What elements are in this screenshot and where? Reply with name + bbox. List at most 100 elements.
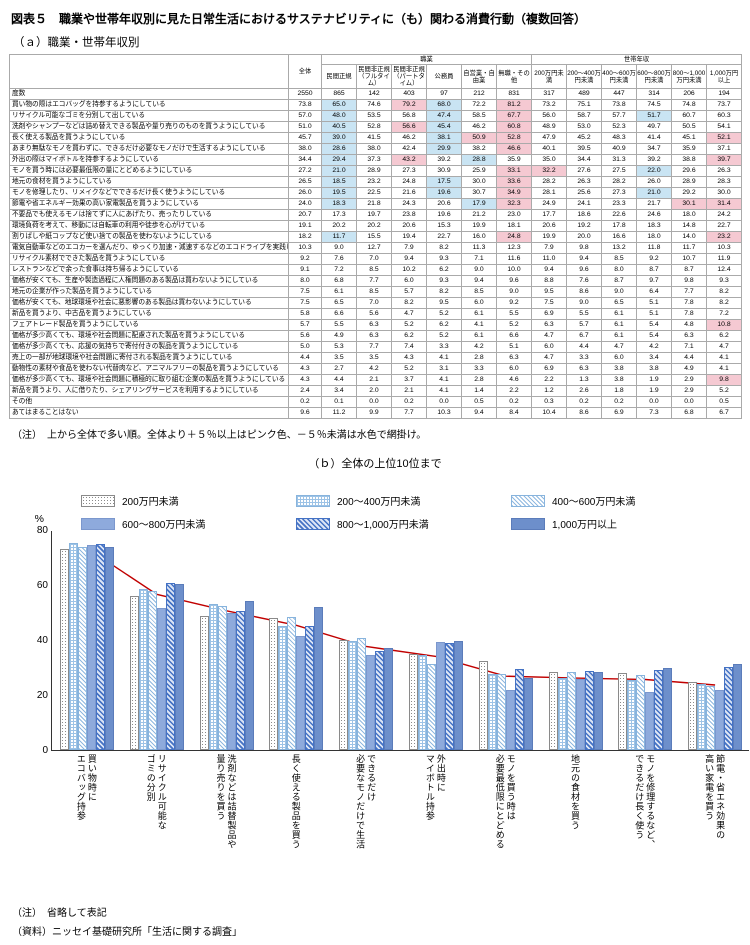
data-cell: 39.7 — [705, 154, 743, 166]
data-cell: 5.4 — [636, 319, 672, 331]
data-cell: 28.1 — [531, 187, 567, 199]
data-cell: 5.6 — [356, 308, 392, 320]
data-cell: 2.8 — [461, 352, 497, 364]
legend-label: 200～400万円未満 — [337, 497, 421, 508]
data-cell: 20.2 — [321, 220, 357, 232]
bar — [86, 545, 96, 750]
data-cell: 45.4 — [426, 121, 462, 133]
data-cell: 18.0 — [671, 209, 707, 221]
data-cell: 48.0 — [321, 110, 357, 122]
data-cell: 4.8 — [671, 319, 707, 331]
data-cell: 3.8 — [636, 363, 672, 375]
plot-outer: % 0 20 40 60 80 — [35, 513, 749, 756]
row-label: 価格が安くても、地球環境や社会に悪影響のある製品は買わないようにしている — [9, 297, 289, 309]
data-cell: 3.5 — [356, 352, 392, 364]
data-cell: 9.3 — [426, 253, 462, 265]
data-cell: 6.4 — [636, 286, 672, 298]
data-cell: 28.3 — [705, 176, 743, 188]
data-cell: 10.8 — [705, 319, 743, 331]
data-cell: 75.1 — [566, 99, 602, 111]
frequency-value: 2550 — [288, 88, 322, 100]
frequency-value: 142 — [356, 88, 392, 100]
data-cell: 5.2 — [426, 330, 462, 342]
data-cell: 8.5 — [601, 253, 637, 265]
row-label: 割りばしや紙コップなど使い捨ての製品を使わないようにしている — [9, 231, 289, 243]
data-cell: 21.0 — [636, 187, 672, 199]
data-cell: 9.0 — [496, 286, 532, 298]
data-cell: 30.1 — [671, 198, 707, 210]
frequency-value: 865 — [321, 88, 357, 100]
column-header: 600～800万円未満 — [636, 64, 672, 89]
data-cell: 53.5 — [356, 110, 392, 122]
data-cell: 29.6 — [671, 165, 707, 177]
data-cell: 7.4 — [391, 341, 427, 353]
table-row: レストランなどで余った食事は持ち帰るようにしている 9.1 7.2 8.5 10.2 6.… — [9, 264, 743, 276]
data-cell: 5.2 — [426, 308, 462, 320]
bar — [104, 547, 114, 750]
data-cell: 20.6 — [391, 220, 427, 232]
bar — [226, 613, 236, 750]
column-header: 200～400万円未満 — [566, 64, 602, 89]
data-cell: 8.0 — [601, 264, 637, 276]
data-cell: 6.1 — [601, 319, 637, 331]
column-header: 無職・その他 — [496, 64, 532, 89]
data-cell: 0.2 — [288, 396, 322, 408]
frequency-value: 447 — [601, 88, 637, 100]
frequency-value: 206 — [671, 88, 707, 100]
data-cell: 0.3 — [531, 396, 567, 408]
data-cell: 54.1 — [705, 121, 743, 133]
data-cell: 19.2 — [566, 220, 602, 232]
row-label: 電気自動車などのエコカーを選んだり、ゆっくり加速・減速するなどのエコドライブを実… — [9, 242, 289, 254]
row-label: 価格が多少高くても、環境や社会問題に配慮された製品を買うようにしている — [9, 330, 289, 342]
data-cell: 6.6 — [496, 330, 532, 342]
data-cell: 28.8 — [461, 154, 497, 166]
data-cell: 6.3 — [496, 352, 532, 364]
data-cell: 0.5 — [461, 396, 497, 408]
data-cell: 22.0 — [636, 165, 672, 177]
x-category-label: 外出時に マイボトル持参 — [424, 754, 446, 821]
bar — [244, 601, 254, 750]
data-cell: 19.7 — [356, 209, 392, 221]
data-cell: 28.9 — [356, 165, 392, 177]
bar — [435, 642, 445, 750]
bar — [156, 607, 166, 750]
data-cell: 4.4 — [671, 352, 707, 364]
data-cell: 31.3 — [601, 154, 637, 166]
data-cell: 5.2 — [705, 385, 743, 397]
bar — [478, 661, 488, 750]
data-cell: 45.7 — [288, 132, 322, 144]
data-cell: 7.9 — [391, 242, 427, 254]
data-cell: 12.3 — [496, 242, 532, 254]
data-cell: 0.2 — [601, 396, 637, 408]
x-category-label: モノを修理するなど、 できるだけ長く使う — [634, 754, 656, 849]
bar — [68, 543, 78, 750]
data-cell: 6.0 — [496, 363, 532, 375]
data-cell: 7.6 — [321, 253, 357, 265]
data-cell: 38.1 — [426, 132, 462, 144]
data-cell: 60.3 — [705, 110, 743, 122]
data-cell: 5.1 — [636, 297, 672, 309]
data-cell: 18.6 — [566, 209, 602, 221]
row-label: あてはまることはない — [9, 407, 289, 419]
data-cell: 12.7 — [356, 242, 392, 254]
data-cell: 0.0 — [636, 396, 672, 408]
data-cell: 7.2 — [705, 308, 743, 320]
data-cell: 6.1 — [601, 330, 637, 342]
table-row: 洗剤やシャンプーなどは詰め替えできる製品や量り売りのものを買うようにしている 51… — [9, 121, 743, 133]
data-cell: 6.2 — [705, 330, 743, 342]
data-cell: 24.0 — [288, 198, 322, 210]
data-cell: 12.4 — [705, 264, 743, 276]
data-cell: 4.3 — [391, 352, 427, 364]
bar — [566, 672, 576, 750]
data-cell: 6.3 — [566, 363, 602, 375]
table-row: 価格が安くても、生産や製造過程に人権問題のある製品は買わないようにしている 8.0… — [9, 275, 743, 287]
bar — [77, 547, 87, 750]
y-tick-label: 80 — [36, 525, 48, 536]
data-cell: 16.0 — [461, 231, 497, 243]
data-cell: 8.2 — [426, 286, 462, 298]
row-label: モノを買う時には必要最低限の量にとどめるようにしている — [9, 165, 289, 177]
section-b-title: （ｂ）全体の上位10位まで — [308, 458, 442, 470]
data-cell: 8.0 — [288, 275, 322, 287]
data-cell: 9.9 — [356, 407, 392, 419]
bar — [733, 663, 743, 750]
